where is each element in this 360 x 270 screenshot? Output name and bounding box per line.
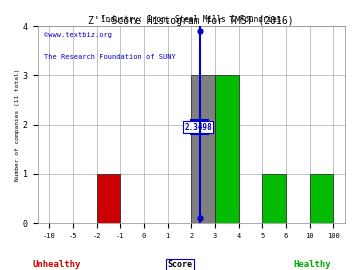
Bar bbox=[191, 75, 215, 223]
Bar bbox=[96, 174, 120, 223]
Text: The Research Foundation of SUNY: The Research Foundation of SUNY bbox=[44, 54, 175, 60]
Text: Healthy: Healthy bbox=[293, 260, 331, 269]
Text: 2.3498: 2.3498 bbox=[184, 123, 212, 131]
Y-axis label: Number of companies (11 total): Number of companies (11 total) bbox=[15, 68, 20, 181]
Bar bbox=[215, 75, 239, 223]
Text: ©www.textbiz.org: ©www.textbiz.org bbox=[44, 32, 112, 38]
Text: Unhealthy: Unhealthy bbox=[32, 260, 81, 269]
Bar bbox=[262, 174, 286, 223]
Title: Z''-Score Histogram for TMST (2016): Z''-Score Histogram for TMST (2016) bbox=[89, 16, 294, 26]
Text: Industry: Iron, Steel Mills & Foundries: Industry: Iron, Steel Mills & Foundries bbox=[101, 15, 282, 24]
Text: Score: Score bbox=[167, 260, 193, 269]
Bar bbox=[310, 174, 333, 223]
